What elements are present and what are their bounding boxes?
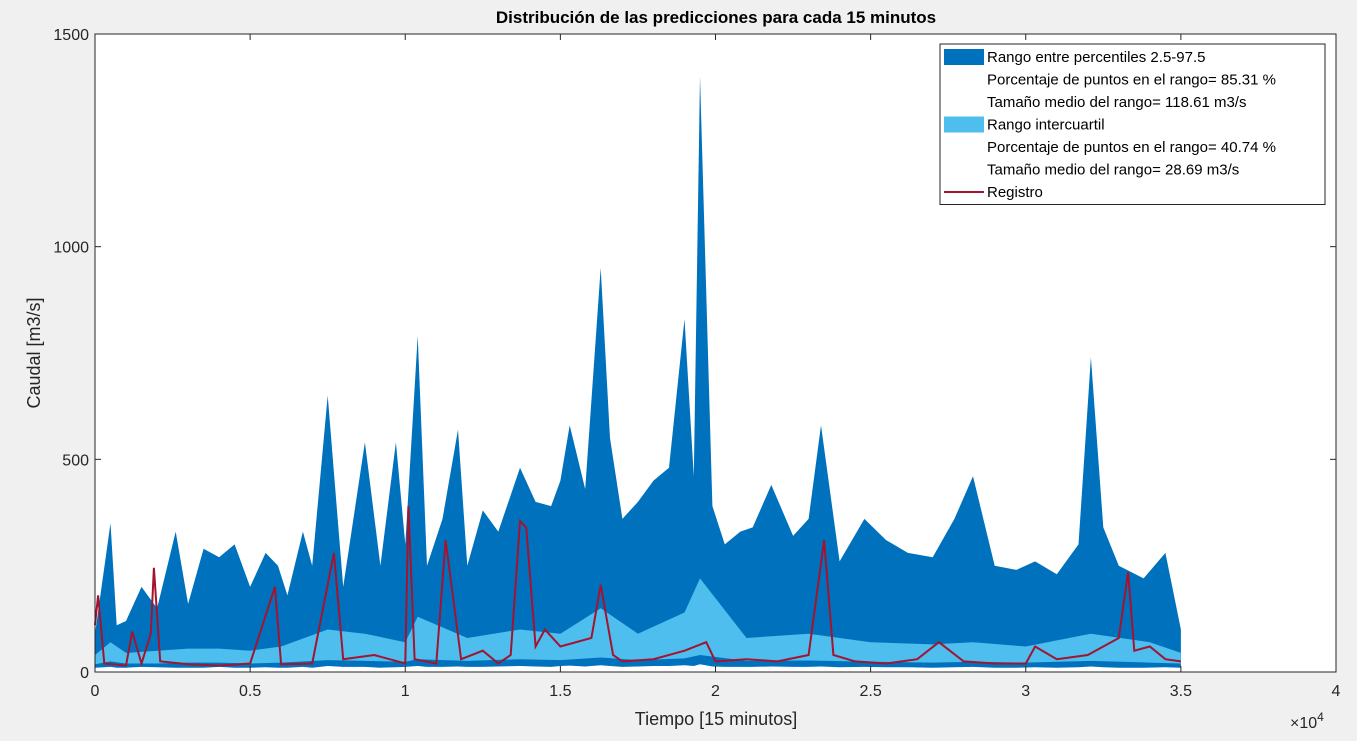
legend-entry: Tamaño medio del rango= 118.61 m3/s xyxy=(987,94,1246,111)
legend-swatch xyxy=(944,49,984,65)
legend: Rango entre percentiles 2.5-97.5 Porcenta… xyxy=(939,43,1326,205)
legend-entry: Rango intercuartil xyxy=(987,117,1105,134)
y-tick-label: 0 xyxy=(80,665,89,682)
x-tick-label: 1.5 xyxy=(549,683,571,700)
legend-box xyxy=(939,43,1326,205)
chart-title: Distribución de las predicciones para ca… xyxy=(496,8,936,27)
y-axis-label: Caudal [m3/s] xyxy=(24,297,44,408)
x-tick-label: 3.5 xyxy=(1170,683,1192,700)
legend-entry: Rango entre percentiles 2.5-97.5 xyxy=(987,49,1205,66)
series-band-2 xyxy=(95,578,1181,665)
x-axis-label: Tiempo [15 minutos] xyxy=(635,709,797,729)
series-line-registro xyxy=(94,506,1182,667)
y-axis-ticks: 0 500 1000 1500 xyxy=(53,27,1336,682)
x-axis-multiplier-exponent: 4 xyxy=(1317,710,1324,724)
x-tick-label: 2.5 xyxy=(860,683,882,700)
x-tick-label: 3 xyxy=(1021,683,1030,700)
x-tick-label: 4 xyxy=(1332,683,1341,700)
y-tick-label: 1500 xyxy=(53,27,89,44)
series-band-1 xyxy=(95,76,1181,668)
x-axis-multiplier: ×104 xyxy=(1290,710,1324,732)
legend-swatch xyxy=(944,116,984,133)
x-axis-multiplier-base: ×10 xyxy=(1290,715,1317,732)
x-axis-ticks: 0 0.5 1 1.5 2 2.5 3 3.5 4 xyxy=(91,34,1341,700)
x-tick-label: 0 xyxy=(91,683,100,700)
legend-entry: Porcentaje de puntos en el rango= 40.74 … xyxy=(987,139,1276,156)
legend-entry: Tamaño medio del rango= 28.69 m3/s xyxy=(987,162,1239,179)
series-layer xyxy=(94,76,1182,668)
x-tick-label: 2 xyxy=(711,683,720,700)
y-tick-label: 500 xyxy=(62,452,89,469)
legend-entry: Porcentaje de puntos en el rango= 85.31 … xyxy=(987,72,1276,89)
legend-entry: Registro xyxy=(987,184,1043,201)
y-tick-label: 1000 xyxy=(53,240,89,257)
x-tick-label: 0.5 xyxy=(239,683,261,700)
x-tick-label: 1 xyxy=(401,683,410,700)
